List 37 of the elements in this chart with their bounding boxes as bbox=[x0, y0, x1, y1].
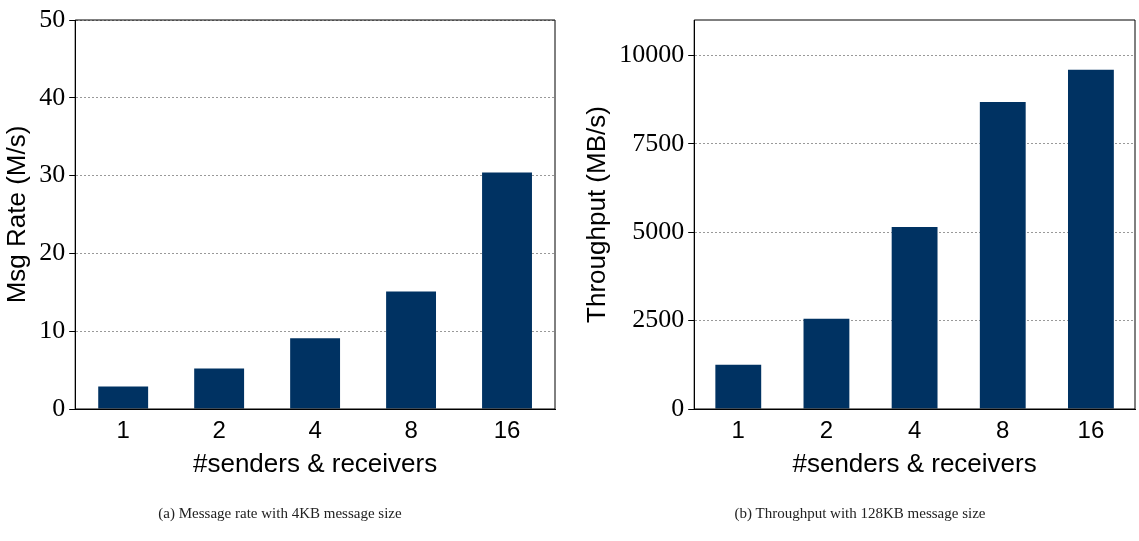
x-tick-label: 16 bbox=[493, 416, 521, 444]
x-tick-label: 8 bbox=[404, 416, 418, 444]
bar bbox=[290, 338, 341, 409]
text: (b) Throughput with 128KB message size bbox=[733, 505, 987, 522]
y-tick-label: 0 bbox=[671, 392, 685, 422]
bar bbox=[803, 318, 850, 409]
text: (a) Message rate with 4KB message size bbox=[157, 505, 403, 522]
x-tick-label: 1 bbox=[116, 416, 130, 444]
x-tick-label: 1 bbox=[731, 416, 745, 444]
y-tick-label: 40 bbox=[39, 81, 66, 111]
bar bbox=[715, 364, 762, 409]
x-tick-label: 8 bbox=[996, 416, 1010, 444]
y-tick-label: 20 bbox=[39, 237, 66, 267]
x-tick-label: 4 bbox=[308, 416, 322, 444]
bar bbox=[386, 291, 437, 409]
y-axis-title: Throughput (MB/s) bbox=[580, 106, 611, 323]
y-tick-label: 10000 bbox=[619, 39, 685, 69]
y-tick-label: 10 bbox=[39, 315, 66, 345]
bar bbox=[194, 368, 245, 409]
x-tick-label: 16 bbox=[1077, 416, 1105, 444]
y-tick-label: 7500 bbox=[632, 127, 685, 157]
x-tick-label: 2 bbox=[819, 416, 834, 444]
bar bbox=[1068, 69, 1114, 409]
bar bbox=[482, 172, 532, 409]
x-axis-title: #senders & receivers bbox=[192, 447, 438, 478]
y-tick-label: 2500 bbox=[632, 304, 685, 334]
y-tick-label: 30 bbox=[39, 159, 66, 189]
bar bbox=[979, 102, 1026, 409]
y-tick-label: 0 bbox=[52, 392, 66, 422]
x-axis-title: #senders & receivers bbox=[792, 447, 1037, 478]
y-tick-label: 5000 bbox=[632, 216, 685, 246]
x-tick-label: 4 bbox=[907, 416, 922, 444]
bar bbox=[891, 226, 938, 409]
x-tick-label: 2 bbox=[212, 416, 226, 444]
y-tick-label: 50 bbox=[39, 3, 66, 33]
bar bbox=[98, 386, 149, 409]
y-axis-title: Msg Rate (M/s) bbox=[0, 125, 31, 304]
